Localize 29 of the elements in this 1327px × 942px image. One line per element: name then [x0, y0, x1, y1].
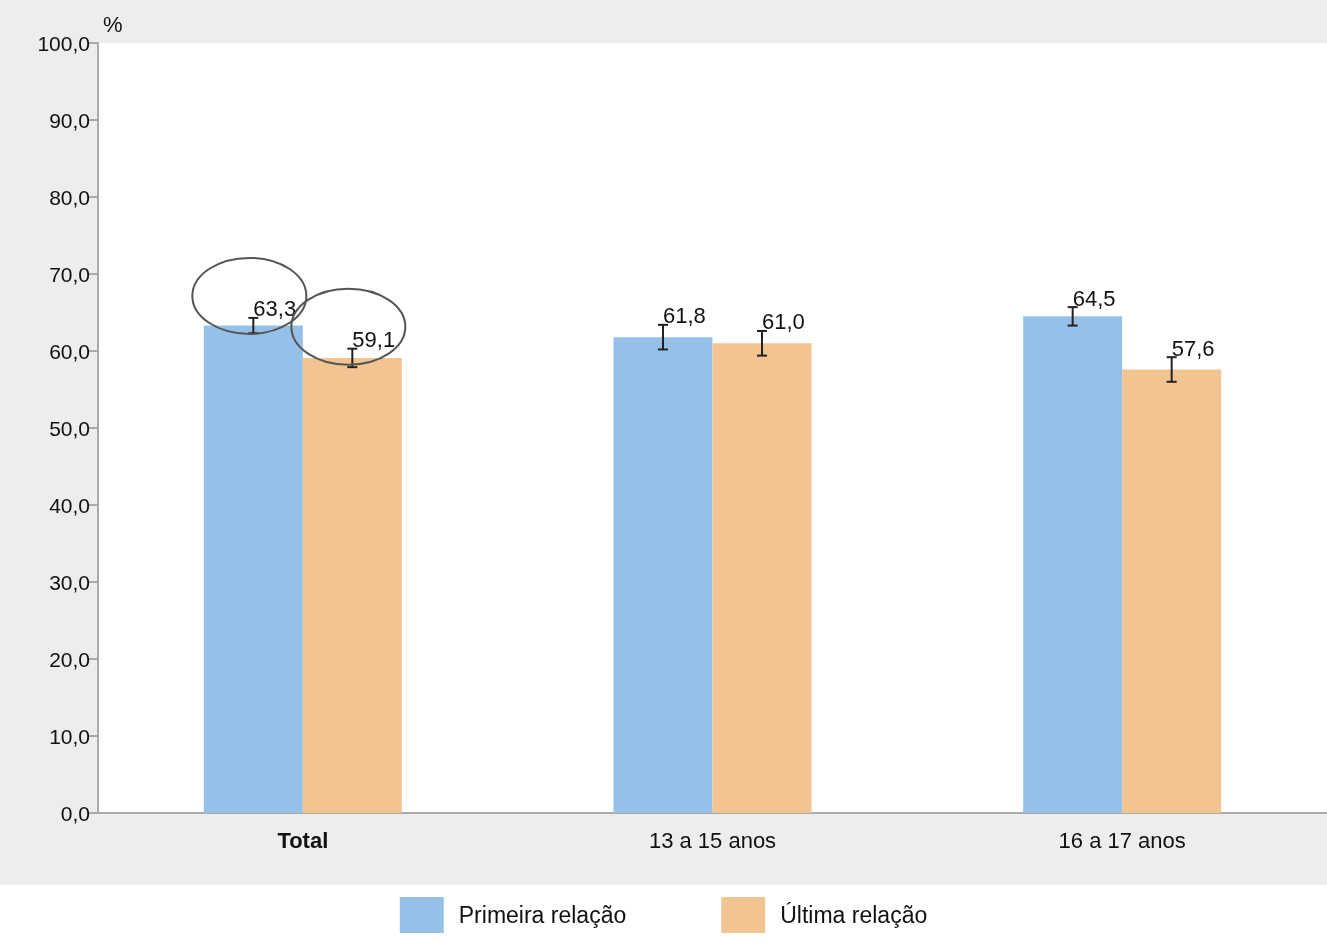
y-tick-label: 70,0	[49, 262, 90, 286]
legend-label: Última relação	[780, 902, 928, 928]
y-tick-label: 50,0	[49, 416, 90, 440]
x-tick-label: 13 a 15 anos	[648, 827, 777, 853]
data-label: 57,6	[1171, 335, 1215, 361]
bar	[1023, 316, 1123, 813]
y-tick-label: 100,0	[37, 31, 90, 55]
y-tick-label: 20,0	[49, 647, 90, 671]
bar	[613, 337, 713, 813]
bar	[1122, 369, 1222, 813]
bar	[203, 325, 303, 813]
y-tick-label: 10,0	[49, 724, 90, 748]
legend-label: Primeira relação	[458, 902, 627, 928]
x-tick-label: Total	[277, 827, 329, 853]
y-tick-label: 40,0	[49, 493, 90, 517]
y-tick-label: 60,0	[49, 339, 90, 363]
data-label: 63,3	[253, 296, 297, 322]
data-label: 59,1	[352, 327, 396, 353]
y-tick-label: 80,0	[49, 185, 90, 209]
bar	[302, 357, 402, 813]
y-tick-label: 90,0	[49, 108, 90, 132]
y-axis-title: %	[103, 11, 123, 37]
y-tick-label: 30,0	[49, 570, 90, 594]
bar	[712, 343, 812, 813]
data-label: 64,5	[1072, 285, 1116, 311]
x-tick-label: 16 a 17 anos	[1058, 827, 1186, 853]
data-label: 61,0	[762, 309, 805, 335]
data-label: 61,8	[663, 303, 706, 329]
y-tick-label: 0,0	[60, 801, 90, 825]
